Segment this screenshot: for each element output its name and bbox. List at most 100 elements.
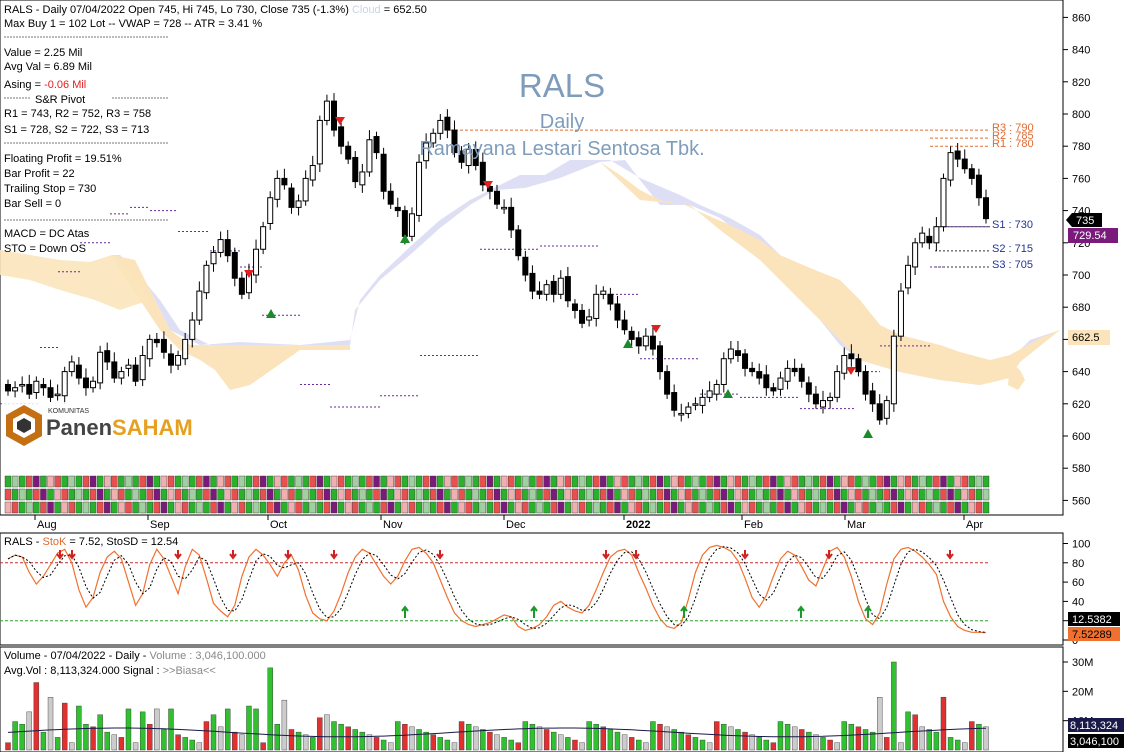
volume-bar [47,697,54,751]
volume-bar [536,726,543,751]
strip-cell [75,488,83,501]
candle-body [508,206,515,231]
candle-body [423,142,430,162]
strip-cell [663,488,671,501]
strip-cell [784,475,791,488]
candle-body [380,153,387,192]
volume-bar [607,729,614,751]
volume-bar [380,739,387,751]
strip-cell [316,488,324,501]
candle-body [642,335,649,347]
strip-cell [125,475,132,488]
strip-cell [791,501,798,514]
volume-bar [480,729,486,751]
strip-cell [316,501,324,514]
price-axis: 8608408208007807607407207006806606406206… [1063,12,1090,507]
strip-cell [394,501,401,514]
strip-cell [770,475,777,488]
volume-bar [465,723,472,751]
volume-bar [813,734,819,751]
strip-cell [600,475,607,488]
strip-cell [833,475,841,488]
logo-brand: PanenSAHAM [46,415,193,440]
strip-cell [585,475,593,488]
strip-cell [302,488,309,501]
strip-cell [82,475,90,488]
strip-cell [741,488,749,501]
cloud-price-tag: 662.5 [1068,330,1110,345]
strip-cell [394,488,401,501]
volume-bar [621,734,628,751]
strip-cell [380,501,387,514]
volume-bar [933,731,940,751]
candle-body [869,390,876,405]
strip-cell [862,488,869,501]
svg-text:3,046,100: 3,046,100 [1070,736,1119,748]
strip-cell [125,501,132,514]
candle-body [153,338,160,344]
candle-body [586,316,593,321]
candle-body [274,177,281,200]
price-tick-label: 760 [1072,173,1090,185]
strip-cell [784,488,791,501]
candle-body [238,277,245,295]
strip-cell [529,475,536,488]
strip-cell [777,501,784,514]
strip-cell [833,501,841,514]
strip-cell [451,475,458,488]
strip-cell [585,501,593,514]
label-s2: S2 : 715 [992,243,1033,255]
strip-cell [656,488,664,501]
strip-cell [323,488,331,501]
strip-cell [685,501,692,514]
strip-cell [394,475,401,488]
candle-body [841,355,848,374]
candle-body [926,235,933,244]
strip-cell [713,501,720,514]
strip-cell [11,501,19,514]
strip-cell [911,488,919,501]
volume-bar [643,742,649,751]
strip-cell [670,501,678,514]
volume-bar [926,729,933,751]
strip-cell [458,475,465,488]
strip-cell [167,488,175,501]
strip-cell [54,488,61,501]
volume-bar [324,714,330,751]
volume-bar [940,697,947,751]
time-tick-label: Dec [506,519,526,531]
price-tick-label: 840 [1072,45,1090,57]
candle-body [890,335,897,405]
candle-body [536,290,543,295]
strip-cell [933,501,940,514]
strip-cell [663,475,671,488]
stoch-sell-arrow-icon [68,550,76,560]
signal-markers [244,117,873,438]
candle-body [607,293,614,305]
strip-cell [720,475,727,488]
price-tick-label: 620 [1072,399,1090,411]
strip-cell [387,488,394,501]
volume-bar [713,721,720,751]
strip-cell [670,475,678,488]
sell-arrow-icon [244,270,254,278]
strip-cell [33,488,40,501]
volume-bar [310,737,316,751]
volume-bar [54,737,61,751]
strip-cell [954,488,961,501]
svg-text:729.54: 729.54 [1073,230,1107,242]
volume-tick-label: 20M [1072,686,1093,698]
volume-bar [735,729,741,751]
candlestick-series [5,93,989,425]
volume-bar [175,734,181,751]
strip-cell [961,488,968,501]
volume-bar [97,714,103,751]
strip-cell [940,475,947,488]
strip-cell [422,475,430,488]
candle-body [366,139,373,173]
strip-cell [593,501,600,514]
strip-cell [160,475,168,488]
volume-bar [33,682,40,751]
volume-bar [636,739,642,751]
